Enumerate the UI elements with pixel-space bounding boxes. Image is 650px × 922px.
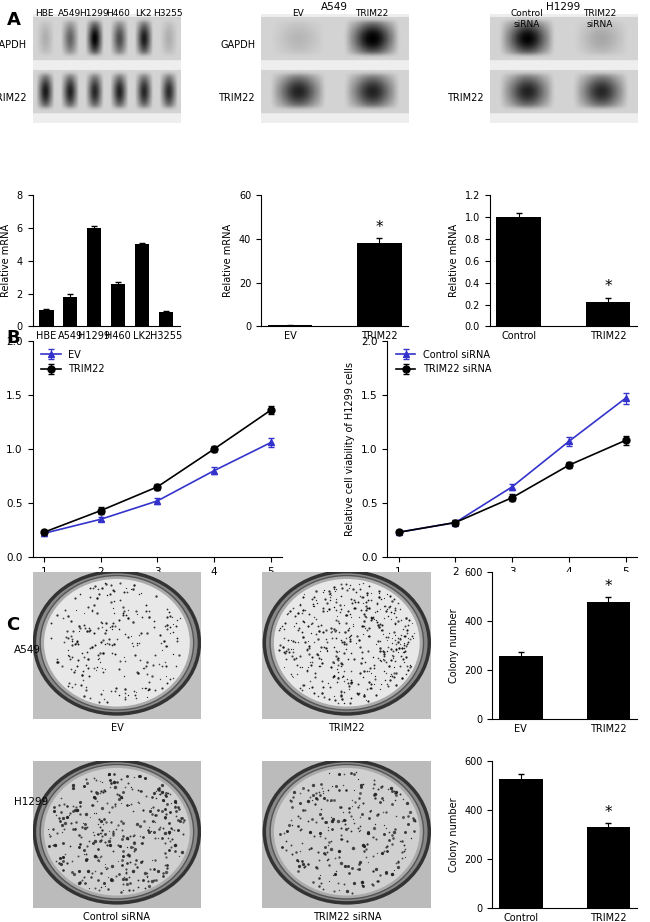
Text: TRIM22: TRIM22 (0, 93, 27, 102)
Ellipse shape (34, 572, 200, 714)
Text: H3255: H3255 (153, 9, 183, 18)
Title: H1299: H1299 (546, 2, 580, 12)
Text: TRIM22
siRNA: TRIM22 siRNA (584, 9, 617, 29)
Y-axis label: Relative mRNA: Relative mRNA (224, 224, 233, 298)
Text: GAPDH: GAPDH (0, 40, 27, 50)
Text: HBE: HBE (36, 9, 54, 18)
Title: A549: A549 (321, 2, 348, 12)
Bar (357, 243, 402, 326)
Ellipse shape (265, 572, 429, 714)
Bar (499, 656, 543, 719)
Y-axis label: Colony number: Colony number (448, 609, 458, 682)
Text: A549: A549 (14, 645, 42, 655)
Text: TRIM22: TRIM22 (328, 723, 365, 733)
Bar (586, 602, 630, 719)
Text: A: A (6, 11, 20, 30)
Bar (499, 779, 543, 908)
Text: A549: A549 (58, 9, 81, 18)
Ellipse shape (44, 579, 190, 706)
Text: C: C (6, 616, 20, 634)
Bar (111, 284, 125, 326)
Text: B: B (6, 329, 20, 348)
Bar (268, 325, 313, 326)
Text: *: * (604, 805, 612, 820)
Legend: EV, TRIM22: EV, TRIM22 (37, 346, 109, 378)
Text: TRIM22 siRNA: TRIM22 siRNA (313, 912, 381, 922)
Bar (496, 217, 541, 326)
Text: H1299: H1299 (14, 798, 49, 807)
Legend: Control siRNA, TRIM22 siRNA: Control siRNA, TRIM22 siRNA (392, 346, 495, 378)
Ellipse shape (40, 575, 194, 710)
Ellipse shape (40, 764, 194, 899)
Y-axis label: Relative cell viability of H1299 cells: Relative cell viability of H1299 cells (345, 362, 356, 536)
Text: H1299: H1299 (79, 9, 109, 18)
Y-axis label: Relative mRNA: Relative mRNA (1, 224, 11, 298)
Text: *: * (604, 579, 612, 595)
Text: GAPDH: GAPDH (220, 40, 255, 50)
Ellipse shape (274, 768, 420, 895)
Text: H460: H460 (107, 9, 131, 18)
Y-axis label: Colony number: Colony number (448, 797, 458, 871)
Bar (159, 313, 174, 326)
Ellipse shape (270, 575, 424, 710)
Text: Control siRNA: Control siRNA (83, 912, 150, 922)
Text: TRIM22: TRIM22 (218, 93, 255, 102)
Bar (135, 244, 150, 326)
Text: TRIM22: TRIM22 (355, 9, 388, 18)
Ellipse shape (34, 761, 200, 903)
Bar (63, 297, 77, 326)
Ellipse shape (270, 764, 424, 899)
Bar (586, 827, 630, 908)
Ellipse shape (274, 579, 420, 706)
Y-axis label: Relative mRNA: Relative mRNA (449, 224, 459, 298)
Bar (39, 310, 53, 326)
Ellipse shape (44, 768, 190, 895)
Bar (586, 302, 630, 326)
X-axis label: Days: Days (499, 583, 526, 593)
Bar (87, 228, 101, 326)
Text: *: * (376, 219, 384, 234)
Text: Control
siRNA: Control siRNA (510, 9, 543, 29)
Text: TRIM22: TRIM22 (447, 93, 484, 102)
Ellipse shape (265, 761, 429, 903)
Text: LK2: LK2 (135, 9, 151, 18)
X-axis label: Days: Days (144, 583, 171, 593)
Text: EV: EV (111, 723, 124, 733)
Text: *: * (604, 278, 612, 293)
Text: EV: EV (292, 9, 304, 18)
